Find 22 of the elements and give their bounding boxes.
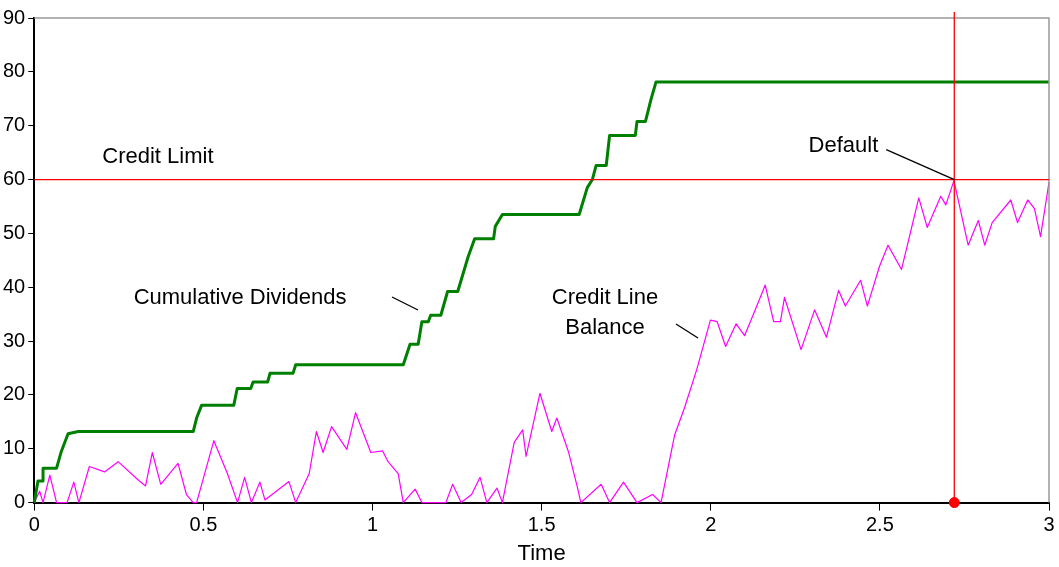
y-tick-label: 30 xyxy=(3,328,26,351)
y-tick-label: 90 xyxy=(3,5,26,28)
y-tick-label: 40 xyxy=(3,274,26,297)
y-tick-label: 60 xyxy=(3,167,26,190)
text: Cumulative Dividends xyxy=(133,284,347,310)
x-tick-label: 0 xyxy=(28,513,40,536)
text: Credit Line Balance xyxy=(551,284,659,340)
y-tick-label: 80 xyxy=(3,59,26,82)
y-tick-label: 10 xyxy=(3,436,26,459)
x-tick-label: 2.5 xyxy=(865,513,894,536)
y-tick-label: 0 xyxy=(14,490,26,513)
ref-line-label: Credit Limit xyxy=(102,142,214,168)
x-tick-label: 2 xyxy=(705,513,717,536)
x-tick-label: 3 xyxy=(1043,513,1055,536)
x-tick-label: 0.5 xyxy=(189,513,218,536)
y-tick-label: 70 xyxy=(3,113,26,136)
x-tick-label: 1.5 xyxy=(527,513,556,536)
annotation: Default xyxy=(808,131,879,157)
y-tick-label: 50 xyxy=(3,220,26,243)
x-tick-label: 1 xyxy=(366,513,379,536)
x-axis-title: Time xyxy=(517,539,566,565)
y-tick-label: 20 xyxy=(3,382,26,405)
